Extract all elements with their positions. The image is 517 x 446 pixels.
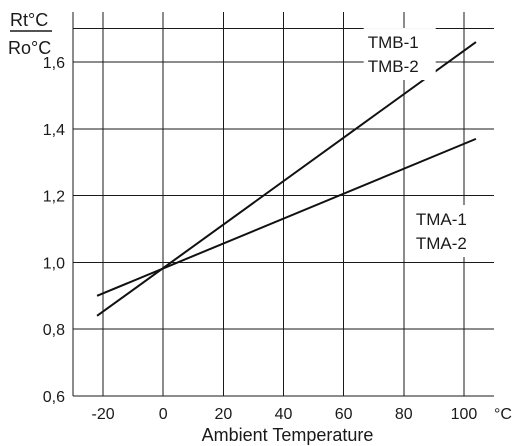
y-tick-label: 1,4 — [43, 122, 65, 139]
x-tick-label: 100 — [451, 406, 478, 423]
series-label: TMB-1 — [368, 33, 419, 52]
series-annotation-background — [363, 28, 436, 81]
series-annotation-2: TMA-1 TMA-2 — [411, 205, 484, 258]
series-annotation-1: TMB-1 TMB-2 — [363, 28, 436, 81]
y-tick-label: 0,8 — [43, 322, 65, 339]
x-tick-label: 0 — [159, 406, 168, 423]
x-tick-label: 80 — [395, 406, 413, 423]
series-annotation-background — [411, 205, 484, 258]
x-unit-label: °C — [494, 406, 512, 423]
y-tick-label: 1,2 — [43, 189, 65, 206]
x-tick-label: 20 — [214, 406, 232, 423]
series-line-2 — [96, 137, 477, 297]
y-tick-label: 1,0 — [43, 255, 65, 272]
series-label: TMA-2 — [416, 234, 467, 253]
x-tick-label: -20 — [92, 406, 115, 423]
y-tick-label: 1,6 — [43, 55, 65, 72]
y-tick-label: 0,6 — [43, 389, 65, 406]
chart-text: 0,6 0,8 1,0 1,2 1,4 1,6 -20 0 20 40 60 80 100 °C Ambie… — [8, 10, 512, 445]
x-tick-label: 40 — [275, 406, 293, 423]
series-lines — [96, 41, 477, 317]
y-label-numerator: Rt°C — [10, 10, 48, 30]
y-label-denominator: Ro°C — [8, 38, 51, 58]
x-tick-label: 60 — [335, 406, 353, 423]
series-line-1 — [96, 41, 477, 317]
x-axis-title: Ambient Temperature — [202, 425, 374, 445]
series-label: TMA-1 — [416, 210, 467, 229]
series-label: TMB-2 — [368, 57, 419, 76]
